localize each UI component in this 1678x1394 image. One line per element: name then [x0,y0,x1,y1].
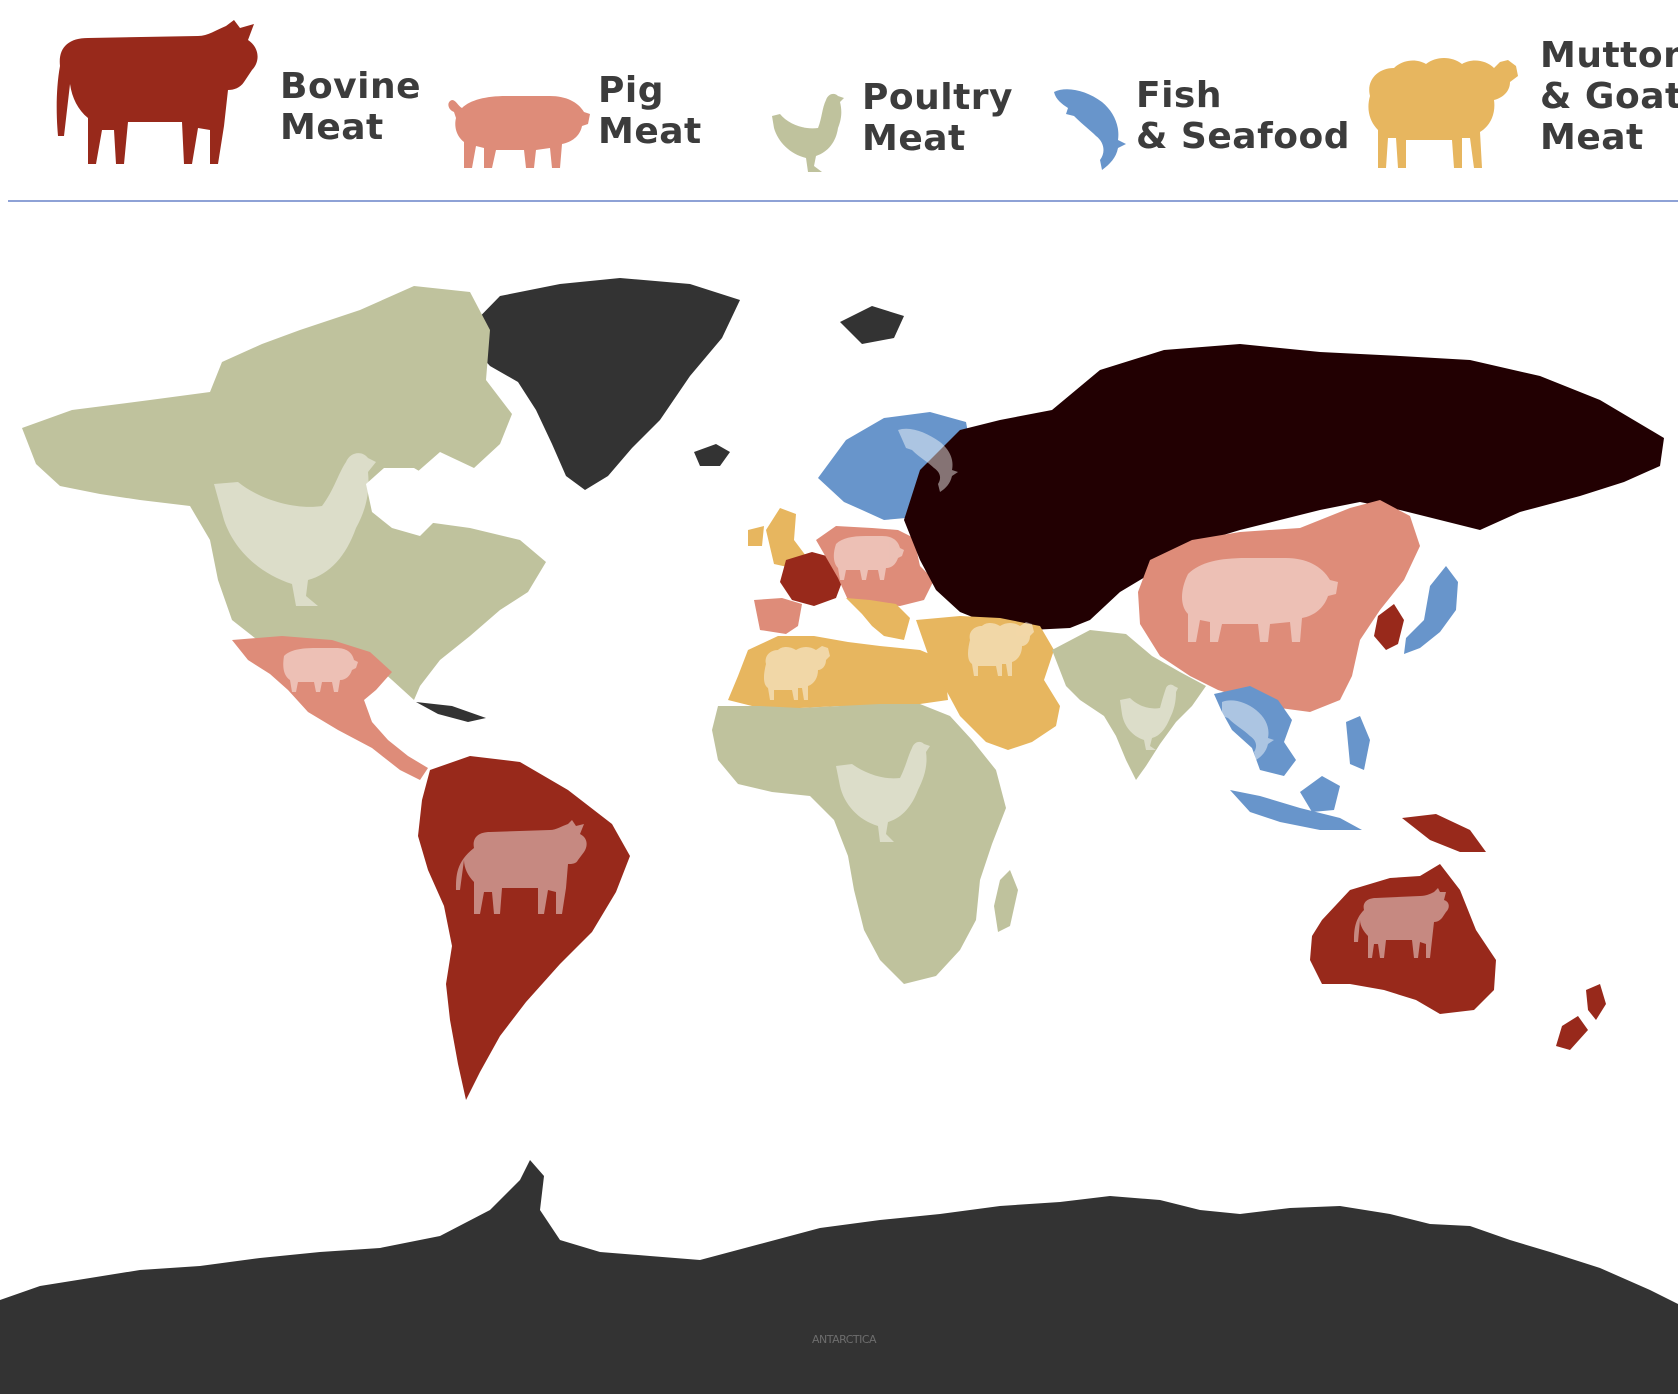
legend-item-bovine: Bovine Meat [48,18,421,168]
pig-icon [448,96,590,168]
region-iberia [754,598,802,634]
region-china [1138,500,1420,712]
legend-item-mutton: Mutton & Goat Meat [1362,35,1678,172]
region-southeast-asia [1214,686,1296,776]
region-philippines [1346,716,1370,770]
region-north-america [22,286,546,700]
cow-icon [1354,888,1449,958]
region-new-zealand [1586,984,1606,1020]
region-south-america [418,756,630,1100]
region-italy-balkans [846,598,910,640]
region-uk [766,508,806,568]
region-antarctica [0,1160,1678,1394]
region-japan [1404,566,1458,654]
legend-item-poultry: Poultry Meat [770,77,1013,178]
cow-icon [456,820,587,914]
legend-label-mutton: Mutton & Goat Meat [1540,34,1678,158]
legend-item-fish: Fish & Seafood [1052,75,1350,172]
region-caribbean [416,702,486,722]
sheep-icon [1368,58,1518,168]
region-france [780,552,842,606]
region-central-europe [816,526,934,606]
antarctica-watermark: ANTARCTICA [812,1333,877,1346]
pig-icon [833,536,904,580]
region-australia [1310,864,1496,1014]
legend-divider [8,200,1678,202]
sheep-icon [968,622,1034,676]
region-south-asia [1052,630,1206,780]
region-iceland [694,444,730,466]
legend-label-pig: Pig Meat [598,70,702,152]
pig-icon [283,648,358,692]
region-ireland [748,526,764,546]
region-svalbard [840,306,904,344]
legend-label-bovine: Bovine Meat [280,66,422,148]
legend-label-poultry: Poultry Meat [862,77,1014,159]
fish-icon [898,428,958,492]
region-borneo [1300,776,1340,812]
chicken-icon [1120,684,1178,750]
region-middle-east [916,616,1060,750]
region-new-zealand-south [1556,1016,1588,1050]
region-subsaharan-africa [712,704,1006,984]
chicken-icon [772,93,844,172]
fish-icon [1222,700,1274,760]
fish-icon [1054,89,1126,170]
chicken-icon [836,741,930,842]
region-north-africa [728,636,948,708]
region-korea [1374,604,1404,650]
water-hudson-bay [366,468,438,536]
region-madagascar [994,870,1018,932]
sheep-icon [764,646,830,700]
cow-icon [56,20,258,164]
region-mexico-central-america [232,636,428,780]
world-map: ANTARCTICA [0,278,1678,1394]
region-russia [904,344,1664,630]
map-icon-overlays [214,428,1449,958]
region-indonesia [1230,790,1362,830]
region-new-guinea [1402,814,1486,852]
pig-icon [1182,558,1338,642]
chicken-icon [214,453,376,606]
region-greenland [462,278,740,490]
legend-item-pig: Pig Meat [446,70,702,174]
legend: Bovine Meat Pig Meat Poultry Meat Fish &… [0,0,1678,205]
legend-label-fish: Fish & Seafood [1136,75,1350,157]
